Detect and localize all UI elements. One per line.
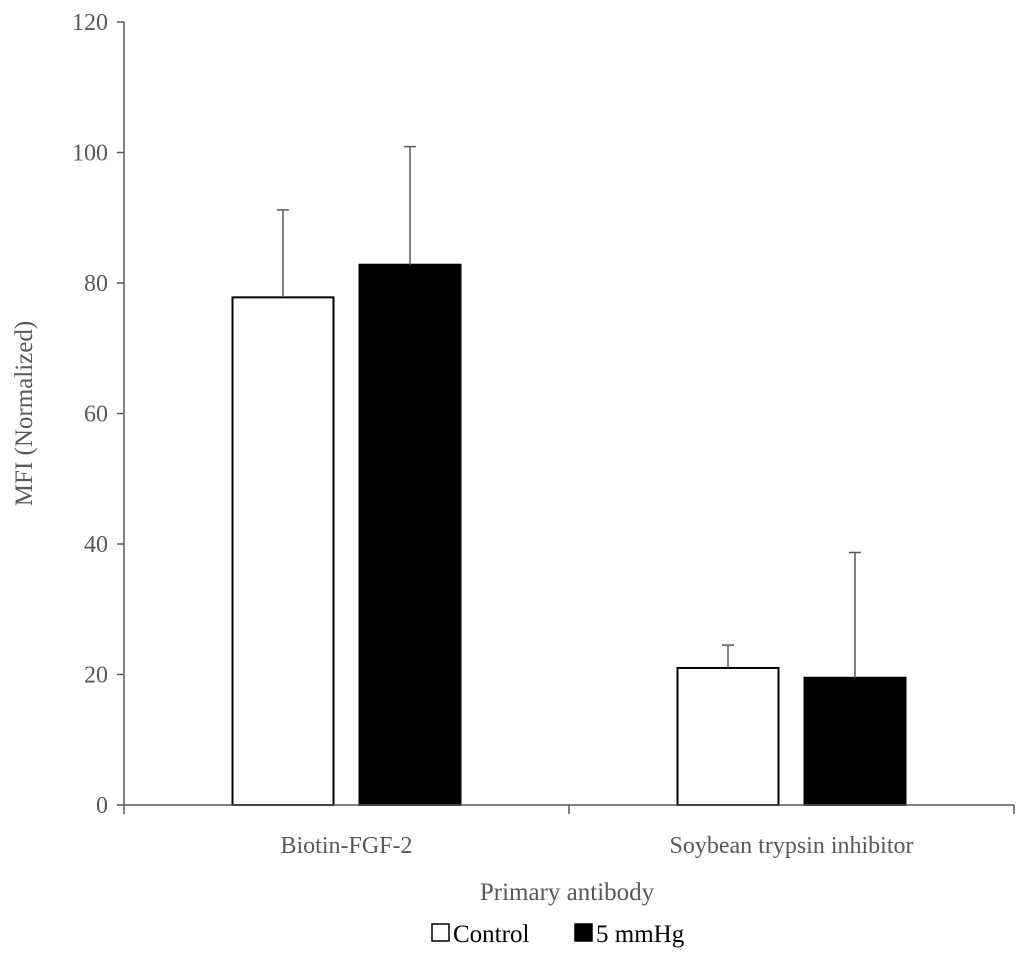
legend-label: Control: [453, 921, 529, 948]
x-ticks-layer: [123, 805, 1015, 814]
legend-swatch: [431, 923, 450, 942]
category-labels-layer: Biotin-FGF-2 Soybean trypsin inhibitor: [280, 833, 913, 859]
y-axis-title: MFI (Normalized): [11, 321, 38, 506]
legend-label: 5 mmHg: [596, 921, 685, 948]
x-axis-title: Primary antibody: [480, 879, 655, 906]
y-tick-label: 120: [72, 10, 108, 36]
bar: [803, 676, 907, 807]
legend: Control 5 mmHg: [431, 921, 685, 948]
error-bars-layer: [277, 145, 861, 678]
x-category-label: Biotin-FGF-2: [280, 833, 412, 859]
bar: [676, 666, 780, 806]
x-category-label: Soybean trypsin inhibitor: [670, 833, 914, 859]
y-tick-label: 0: [96, 793, 108, 819]
bar: [358, 263, 462, 807]
y-tick-label: 60: [84, 402, 108, 428]
y-tick-label: 100: [72, 141, 108, 167]
legend-swatch: [574, 923, 593, 942]
bar: [231, 296, 335, 806]
bars-layer: [231, 263, 907, 807]
y-tick-label: 80: [84, 271, 108, 297]
y-ticks-layer: 0 20 40 60 80 100 120: [72, 10, 124, 819]
y-tick-label: 40: [84, 532, 108, 558]
y-tick-label: 20: [84, 663, 108, 689]
